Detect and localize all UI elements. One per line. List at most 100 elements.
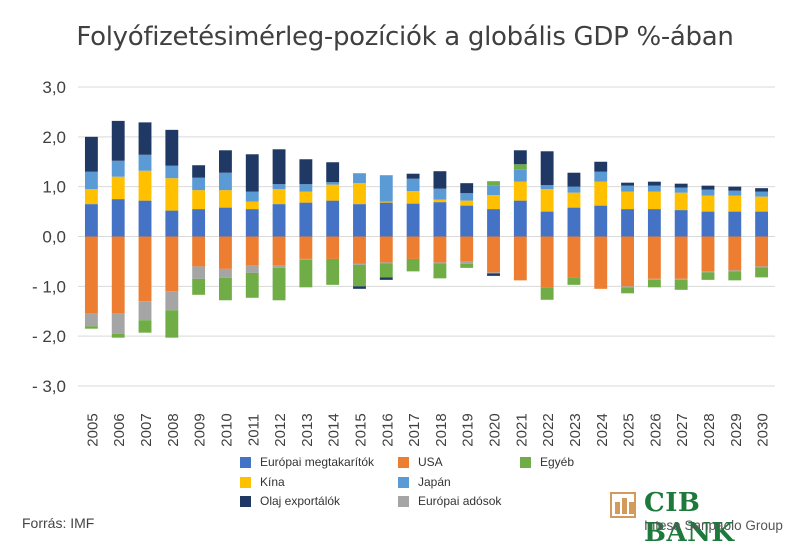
bar-segment [567, 186, 581, 193]
brand-subtitle: Intesa Sanpaolo Group [644, 518, 783, 533]
legend-item-europai-adosok: Európai adósok [398, 494, 501, 508]
bar-segment [701, 211, 715, 237]
bar-segment [674, 279, 688, 290]
bar-segment [245, 191, 259, 202]
bar-segment [84, 326, 98, 329]
x-tick-label: 2006 [111, 413, 128, 446]
bar-segment [111, 176, 125, 200]
bar-segment [406, 236, 420, 259]
bar-segment [647, 236, 661, 279]
bar-segment [138, 200, 152, 237]
bar-segment [621, 182, 634, 186]
cib-bank-logo: CIB BANK Intesa Sanpaolo Group [610, 488, 800, 548]
x-tick-label: 2025 [621, 413, 638, 446]
bar-segment [728, 236, 742, 271]
bar-segment [406, 258, 420, 272]
bar-segment [621, 286, 634, 288]
legend-item-japan: Japán [398, 475, 451, 489]
bar-segment [326, 184, 340, 201]
logo-mark-icon [610, 492, 636, 518]
bar-segment [326, 200, 340, 237]
bar-segment [165, 129, 179, 166]
bar-segment [728, 186, 742, 191]
bar-segment [219, 268, 232, 278]
bar-segment [245, 272, 259, 298]
x-tick-label: 2021 [513, 413, 530, 446]
x-tick-label: 2016 [379, 413, 396, 446]
y-tick-label: - 2,0 [32, 327, 66, 346]
bar-segment [138, 122, 152, 155]
bar-segment [272, 149, 286, 185]
bar-segment [540, 211, 554, 237]
bar-segment [299, 184, 313, 192]
bar-segment [165, 236, 179, 292]
bar-segment [192, 236, 206, 267]
bar-segment [728, 190, 742, 196]
x-tick-label: 2023 [567, 413, 584, 446]
bar-segment [674, 183, 688, 188]
bar-segment [379, 202, 393, 237]
bar-segment [326, 236, 340, 259]
legend-swatch [398, 476, 409, 488]
bar-segment [84, 313, 98, 327]
bar-segment [84, 171, 98, 190]
bar-segment [379, 277, 393, 280]
bar-segment [111, 236, 125, 314]
legend-label: Olaj exportálók [260, 494, 341, 508]
bar-segment [165, 291, 179, 311]
bar-segment [111, 199, 125, 237]
bar-segment [379, 262, 393, 264]
bar-segment [540, 151, 554, 186]
bar-segment [513, 181, 527, 201]
bar-segment [245, 154, 259, 192]
x-tick-label: 2011 [245, 414, 262, 446]
legend-label: Kína [260, 475, 285, 489]
bar-segment [567, 207, 581, 237]
bar-segment [460, 200, 474, 206]
bar-segment [326, 258, 340, 285]
bar-segment [594, 161, 608, 172]
bar-segment [299, 258, 313, 260]
bar-segment [245, 265, 259, 273]
bar-segment [755, 191, 769, 197]
bar-segment [460, 261, 474, 264]
bar-segment [513, 236, 527, 281]
x-tick-label: 2007 [138, 413, 155, 446]
bar-segment [138, 170, 152, 201]
x-tick-label: 2010 [218, 413, 235, 446]
bar-segment [647, 181, 661, 186]
x-tick-label: 2020 [487, 413, 504, 446]
bar-segment [326, 162, 340, 183]
bar-segment [755, 267, 769, 278]
bar-segment [460, 263, 474, 268]
source-note: Forrás: IMF [22, 515, 95, 531]
bar-segment [433, 171, 447, 189]
x-tick-label: 2030 [755, 413, 772, 446]
bar-segment [513, 169, 527, 182]
bar-segment [353, 173, 366, 184]
bar-segment [487, 272, 500, 274]
chart-legend: Európai megtakarítók USA Egyéb Kína Japá… [240, 455, 600, 515]
bar-segment [594, 205, 608, 237]
bar-segment [728, 211, 742, 237]
bar-segment [647, 185, 661, 192]
bar-segment [192, 190, 206, 210]
x-tick-label: 2008 [165, 413, 182, 446]
bar-segment [299, 159, 313, 185]
bar-segment [165, 165, 179, 179]
legend-label: Egyéb [540, 455, 575, 469]
bar-segment [299, 259, 313, 288]
bar-segment [192, 165, 206, 178]
y-tick-label: 3,0 [42, 78, 66, 97]
bar-segment [165, 178, 179, 211]
bar-segment [219, 207, 232, 237]
y-tick-label: 1,0 [42, 178, 66, 197]
bar-segment [219, 172, 232, 191]
bar-segment [353, 183, 366, 205]
bar-segment [299, 191, 313, 203]
bar-segment [353, 236, 366, 264]
bar-segment [647, 278, 661, 280]
legend-swatch [240, 495, 251, 507]
bar-segment [567, 277, 581, 285]
